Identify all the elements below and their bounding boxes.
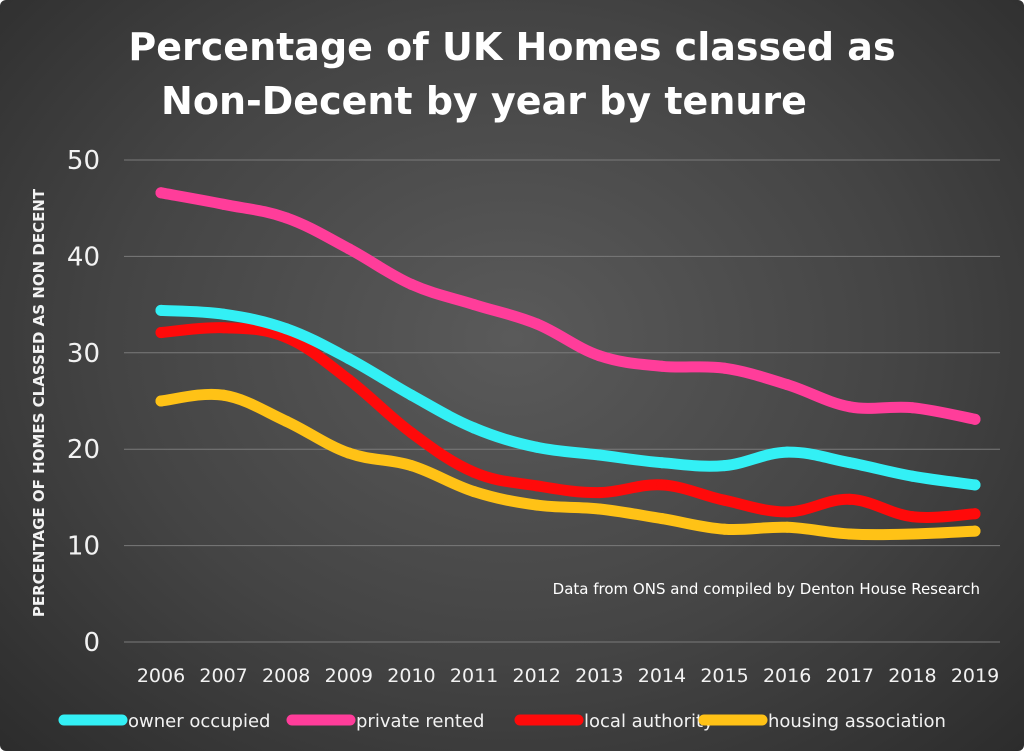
data-point-housing-association-2019 bbox=[969, 525, 981, 537]
legend-label-local-authority: local authority bbox=[584, 711, 714, 732]
data-point-housing-association-2010 bbox=[405, 460, 417, 472]
data-point-private-rented-2012 bbox=[531, 318, 543, 330]
source-annotation: Data from ONS and compiled by Denton Hou… bbox=[553, 580, 980, 598]
legend-label-owner-occupied: owner occupied bbox=[128, 711, 270, 732]
data-point-owner-occupied-2013 bbox=[593, 449, 605, 461]
data-point-owner-occupied-2015 bbox=[719, 460, 731, 472]
data-point-private-rented-2010 bbox=[405, 278, 417, 290]
data-point-private-rented-2016 bbox=[781, 379, 793, 391]
series-owner-occupied bbox=[155, 304, 981, 491]
legend: owner occupied private rented local author… bbox=[58, 711, 946, 732]
y-tick-10: 10 bbox=[67, 532, 100, 562]
x-tick-2013: 2013 bbox=[575, 665, 623, 687]
data-point-housing-association-2007 bbox=[218, 389, 230, 401]
data-point-private-rented-2017 bbox=[844, 401, 856, 413]
data-point-housing-association-2018 bbox=[906, 528, 918, 540]
y-tick-50: 50 bbox=[67, 146, 100, 176]
data-point-private-rented-2014 bbox=[656, 360, 668, 372]
data-point-local-authority-2009 bbox=[343, 374, 355, 386]
series-housing-association bbox=[155, 388, 981, 541]
y-axis-label: PERCENTAGE OF HOMES CLASSED AS NON DECEN… bbox=[30, 188, 48, 617]
series-line-owner-occupied bbox=[155, 304, 981, 491]
data-point-housing-association-2009 bbox=[343, 447, 355, 459]
x-tick-2016: 2016 bbox=[763, 665, 811, 687]
data-point-local-authority-2006 bbox=[155, 327, 167, 339]
data-point-owner-occupied-2009 bbox=[343, 353, 355, 365]
data-point-housing-association-2017 bbox=[844, 528, 856, 540]
chart-title-line-1: Percentage of UK Homes classed as bbox=[128, 25, 895, 69]
data-point-owner-occupied-2010 bbox=[405, 389, 417, 401]
data-point-private-rented-2013 bbox=[593, 350, 605, 362]
x-tick-labels: 2006 2007 2008 2009 2010 2011 2012 2013 2014 2015… bbox=[137, 665, 999, 687]
x-tick-2010: 2010 bbox=[387, 665, 435, 687]
data-point-private-rented-2008 bbox=[280, 212, 292, 224]
data-point-private-rented-2011 bbox=[468, 299, 480, 311]
data-point-owner-occupied-2006 bbox=[155, 304, 167, 316]
data-point-local-authority-2010 bbox=[405, 427, 417, 439]
chart-title-line-2: Non-Decent by year by tenure bbox=[161, 79, 807, 123]
data-point-housing-association-2006 bbox=[155, 395, 167, 407]
data-point-local-authority-2007 bbox=[218, 322, 230, 334]
data-point-local-authority-2016 bbox=[781, 506, 793, 518]
data-point-housing-association-2011 bbox=[468, 486, 480, 498]
x-tick-2007: 2007 bbox=[199, 665, 247, 687]
y-tick-20: 20 bbox=[67, 435, 100, 465]
data-point-owner-occupied-2007 bbox=[218, 308, 230, 320]
data-point-owner-occupied-2018 bbox=[906, 470, 918, 482]
x-tick-2018: 2018 bbox=[888, 665, 936, 687]
x-tick-2006: 2006 bbox=[137, 665, 185, 687]
data-point-local-authority-2014 bbox=[656, 479, 668, 491]
data-point-private-rented-2007 bbox=[218, 198, 230, 210]
data-point-local-authority-2019 bbox=[969, 508, 981, 520]
x-tick-2011: 2011 bbox=[450, 665, 498, 687]
data-point-local-authority-2013 bbox=[593, 487, 605, 499]
data-point-owner-occupied-2016 bbox=[781, 446, 793, 458]
data-point-private-rented-2015 bbox=[719, 362, 731, 374]
y-tick-40: 40 bbox=[67, 242, 100, 272]
x-tick-2014: 2014 bbox=[638, 665, 686, 687]
data-point-private-rented-2019 bbox=[969, 413, 981, 425]
series-line-local-authority bbox=[155, 322, 981, 523]
series-local-authority bbox=[155, 322, 981, 523]
data-point-housing-association-2016 bbox=[781, 521, 793, 533]
data-point-owner-occupied-2019 bbox=[969, 479, 981, 491]
x-tick-2009: 2009 bbox=[325, 665, 373, 687]
data-point-housing-association-2013 bbox=[593, 503, 605, 515]
data-point-private-rented-2018 bbox=[906, 402, 918, 414]
data-point-housing-association-2012 bbox=[531, 499, 543, 511]
series-lines bbox=[155, 187, 981, 541]
x-tick-2017: 2017 bbox=[826, 665, 874, 687]
data-point-owner-occupied-2011 bbox=[468, 422, 480, 434]
data-point-housing-association-2014 bbox=[656, 513, 668, 525]
data-point-owner-occupied-2014 bbox=[656, 457, 668, 469]
data-point-private-rented-2006 bbox=[155, 187, 167, 199]
x-tick-2012: 2012 bbox=[513, 665, 561, 687]
series-line-private-rented bbox=[155, 187, 981, 425]
data-point-private-rented-2009 bbox=[343, 243, 355, 255]
data-point-owner-occupied-2008 bbox=[280, 323, 292, 335]
y-tick-30: 30 bbox=[67, 339, 100, 369]
data-point-housing-association-2015 bbox=[719, 523, 731, 535]
x-tick-2015: 2015 bbox=[700, 665, 748, 687]
data-point-local-authority-2011 bbox=[468, 466, 480, 478]
x-tick-2019: 2019 bbox=[951, 665, 999, 687]
series-private-rented bbox=[155, 187, 981, 425]
data-point-owner-occupied-2012 bbox=[531, 441, 543, 453]
legend-label-housing-association: housing association bbox=[768, 711, 946, 732]
data-point-local-authority-2017 bbox=[844, 493, 856, 505]
data-point-local-authority-2012 bbox=[531, 480, 543, 492]
data-point-local-authority-2015 bbox=[719, 494, 731, 506]
data-point-owner-occupied-2017 bbox=[844, 457, 856, 469]
y-tick-0: 0 bbox=[83, 628, 100, 658]
y-tick-labels: 0 10 20 30 40 50 bbox=[67, 146, 100, 658]
legend-label-private-rented: private rented bbox=[356, 711, 484, 732]
data-point-local-authority-2018 bbox=[906, 511, 918, 523]
data-point-housing-association-2008 bbox=[280, 415, 292, 427]
x-tick-2008: 2008 bbox=[262, 665, 310, 687]
